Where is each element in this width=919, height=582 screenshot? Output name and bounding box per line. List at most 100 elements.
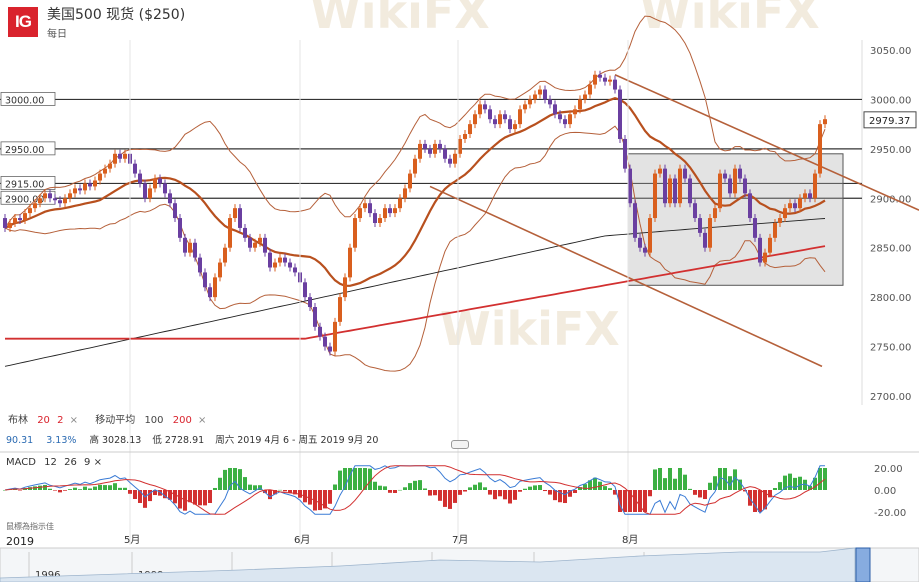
level-label-box — [0, 92, 56, 106]
bollinger-deviation[interactable]: 2 — [57, 415, 64, 426]
macd-bar — [398, 489, 402, 491]
macd-bar — [18, 490, 22, 491]
candle-body — [723, 173, 727, 179]
macd-bar — [133, 490, 137, 500]
macd-bar — [808, 485, 812, 490]
candle-body — [488, 109, 492, 120]
candle-body — [448, 158, 452, 164]
candle-body — [153, 178, 157, 189]
candle-body — [383, 208, 387, 219]
macd-bar — [378, 485, 382, 490]
candle-body — [308, 297, 312, 308]
macd-bar — [463, 490, 467, 492]
macd-bar — [393, 490, 397, 493]
candle-body — [688, 178, 692, 204]
macd-bar — [53, 490, 57, 491]
macd-bar — [168, 490, 172, 500]
macd-bar — [603, 486, 607, 490]
macd-legend: MACD 12 26 9 × — [6, 457, 102, 468]
candle-body — [148, 188, 152, 199]
macd-bar — [353, 468, 357, 490]
macd-bar — [108, 485, 112, 490]
month-label: 6月 — [294, 534, 310, 546]
bollinger-lower-band — [4, 125, 826, 372]
macd-bar — [38, 485, 42, 490]
ma-period-100[interactable]: 100 — [144, 415, 164, 426]
candle-body — [528, 99, 532, 105]
macd-bar — [358, 468, 362, 490]
panel-resize-handle[interactable] — [451, 440, 469, 449]
macd-bar — [193, 490, 197, 505]
candle-body — [533, 94, 537, 100]
candle-body — [388, 208, 392, 214]
macd-bar — [368, 468, 372, 490]
macd-bar — [763, 490, 767, 510]
macd-slow[interactable]: 26 — [64, 457, 77, 468]
macd-bar — [113, 483, 117, 490]
macd-bar — [673, 478, 677, 490]
macd-bar — [458, 490, 462, 495]
macd-bar — [253, 485, 257, 490]
macd-bar — [418, 480, 422, 490]
price-tick-label: 2850.00 — [870, 244, 911, 255]
macd-bar — [188, 490, 192, 503]
level-label: 3000.00 — [5, 95, 44, 106]
candle-body — [703, 232, 707, 248]
macd-bar — [433, 490, 437, 496]
bollinger-period[interactable]: 20 — [37, 415, 50, 426]
candle-body — [93, 180, 97, 187]
macd-bar — [743, 490, 747, 492]
candle-body — [813, 173, 817, 199]
macd-bar — [163, 490, 167, 499]
upper-trend-line — [614, 73, 919, 211]
macd-bar — [68, 489, 72, 490]
candle-body — [803, 193, 807, 199]
level-label-box — [0, 176, 56, 190]
navigator-year-label: 1996 — [35, 570, 60, 581]
ig-logo: IG — [8, 7, 38, 37]
macd-bar — [198, 490, 202, 506]
month-label: 8月 — [622, 534, 638, 546]
navigator-window — [855, 547, 871, 582]
macd-bar — [708, 482, 712, 490]
candle-body — [473, 114, 477, 125]
candle-body — [588, 84, 592, 95]
candle-body — [578, 99, 582, 110]
ma-period-200[interactable]: 200 — [172, 415, 192, 426]
macd-bar — [693, 490, 697, 495]
candle-body — [288, 262, 292, 268]
macd-bar — [403, 487, 407, 490]
macd-bar — [408, 483, 412, 490]
candle-body — [518, 109, 522, 125]
macd-bar — [83, 486, 87, 490]
candle-body — [568, 114, 572, 125]
low-label: 低 — [152, 435, 162, 446]
macd-bar — [318, 490, 322, 511]
navigator-current-year: 2019 — [6, 535, 34, 548]
chart-header: IG 美国500 现货 ($250) 每日 — [8, 7, 185, 40]
candle-body — [788, 203, 792, 209]
macd-bar — [43, 484, 47, 490]
candle-body — [758, 237, 762, 263]
macd-bar — [143, 490, 147, 508]
macd-fast[interactable]: 12 — [44, 457, 57, 468]
candle-body — [773, 223, 777, 238]
candle-body — [248, 237, 252, 248]
remove-macd-icon[interactable]: × — [93, 457, 102, 468]
macd-bar — [343, 468, 347, 490]
candle-body — [98, 173, 102, 181]
macd-bar — [698, 490, 702, 498]
candle-body — [513, 124, 517, 130]
candle-body — [523, 104, 527, 110]
candle-body — [733, 168, 737, 194]
macd-bar — [533, 485, 537, 490]
macd-bar — [588, 480, 592, 490]
remove-ma-icon[interactable]: × — [198, 415, 207, 426]
candle-body — [273, 262, 277, 268]
lower-trend-line — [429, 185, 823, 368]
candle-body — [323, 336, 327, 347]
macd-bar — [338, 470, 342, 490]
remove-bollinger-icon[interactable]: × — [69, 415, 79, 426]
macd-signal[interactable]: 9 — [84, 457, 91, 468]
